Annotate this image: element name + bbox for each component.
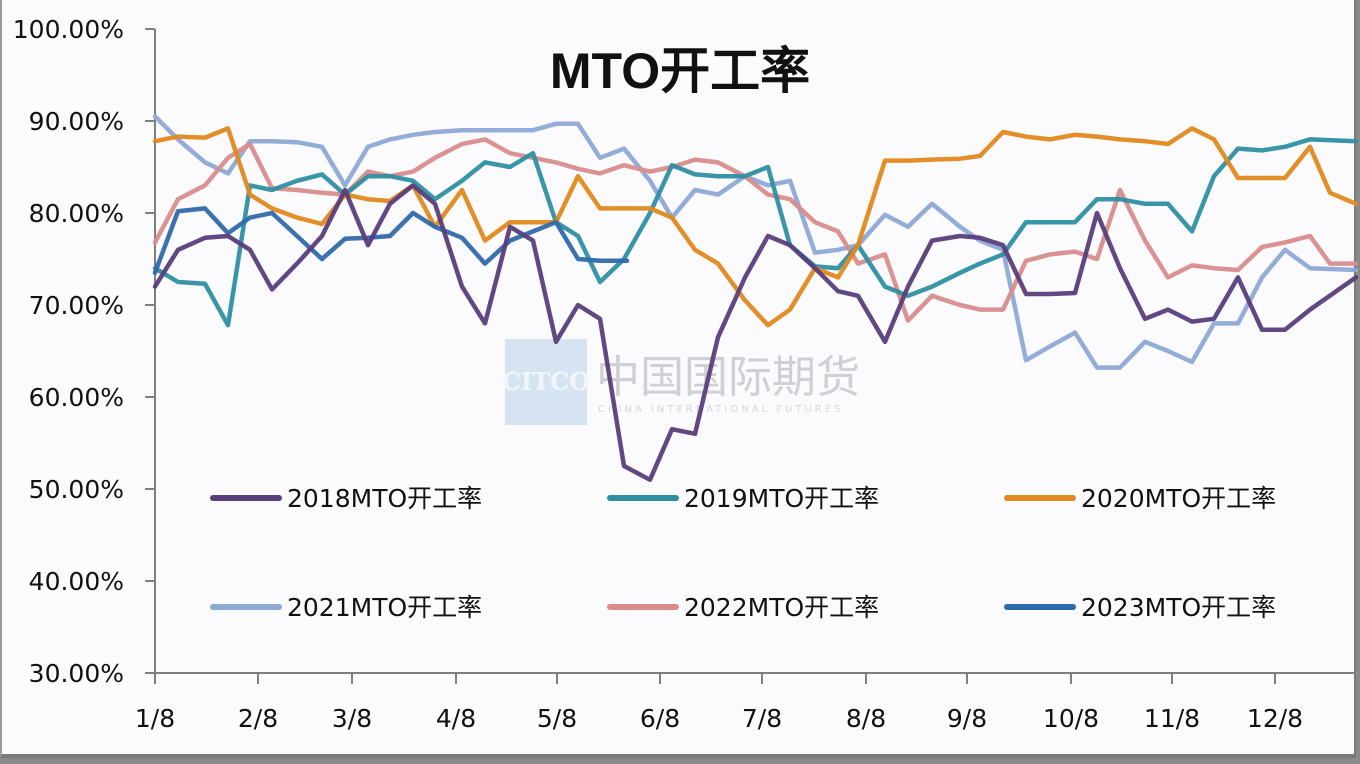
y-tick-label: 80.00%: [29, 199, 124, 228]
legend-item: 2022MTO开工率: [607, 593, 879, 622]
x-tick-label: 8/8: [846, 704, 886, 733]
y-tick-label: 70.00%: [29, 291, 124, 320]
x-tick-label: 7/8: [742, 704, 782, 733]
legend-label: 2021MTO开工率: [287, 593, 482, 622]
y-tick-label: 50.00%: [29, 475, 124, 504]
x-tick-label: 12/8: [1247, 704, 1303, 733]
legend-item: 2018MTO开工率: [210, 484, 482, 513]
y-tick-label: 60.00%: [29, 383, 124, 412]
watermark-text: 中国国际期货: [596, 352, 860, 403]
series-group: [152, 114, 1359, 483]
legend-label: 2020MTO开工率: [1081, 484, 1276, 513]
x-tick-label: 10/8: [1043, 704, 1099, 733]
series-line-2018: [152, 183, 1359, 483]
chart-title: MTO开工率: [550, 43, 810, 99]
series-line-2023: [152, 206, 630, 276]
legend-label: 2018MTO开工率: [287, 484, 482, 513]
x-tick-label: 3/8: [332, 704, 372, 733]
series-line-2019: [152, 137, 1359, 328]
y-tick-label: 40.00%: [29, 567, 124, 596]
series-line-2020: [152, 126, 1359, 328]
watermark-subtext: CHINA INTERNATIONAL FUTURES: [598, 404, 843, 415]
watermark-logo-text: CITCO: [502, 367, 590, 396]
legend-item: 2023MTO开工率: [1004, 593, 1276, 622]
y-tick-label: 90.00%: [29, 107, 124, 136]
watermark: CITCO 中国国际期货 CHINA INTERNATIONAL FUTURES: [502, 339, 860, 425]
legend-label: 2022MTO开工率: [684, 593, 879, 622]
x-tick-label: 2/8: [238, 704, 278, 733]
x-tick-label: 6/8: [640, 704, 680, 733]
x-axis-ticks: 1/8 2/8 3/8 4/8 5/8 6/8 7/8 8/8 9/8 10/8 11/8 12/8: [135, 673, 1303, 733]
x-tick-label: 9/8: [947, 704, 987, 733]
watermark-logo-box: [505, 339, 587, 425]
x-tick-label: 1/8: [135, 704, 175, 733]
legend-item: 2021MTO开工率: [210, 593, 482, 622]
y-tick-label: 100.00%: [13, 15, 124, 44]
legend-label: 2023MTO开工率: [1081, 593, 1276, 622]
legend: 2018MTO开工率 2019MTO开工率 2020MTO开工率 2021MTO开工率…: [210, 484, 1276, 622]
legend-label: 2019MTO开工率: [684, 484, 879, 513]
legend-item: 2020MTO开工率: [1004, 484, 1276, 513]
x-tick-label: 4/8: [436, 704, 476, 733]
axes: [145, 29, 1356, 674]
series-line-2021: [152, 114, 1359, 370]
y-tick-label: 30.00%: [29, 659, 124, 688]
x-tick-label: 11/8: [1144, 704, 1200, 733]
y-axis-ticks: 100.00% 90.00% 80.00% 70.00% 60.00% 50.00% 40.…: [13, 15, 155, 688]
x-tick-label: 5/8: [537, 704, 577, 733]
legend-item: 2019MTO开工率: [607, 484, 879, 513]
